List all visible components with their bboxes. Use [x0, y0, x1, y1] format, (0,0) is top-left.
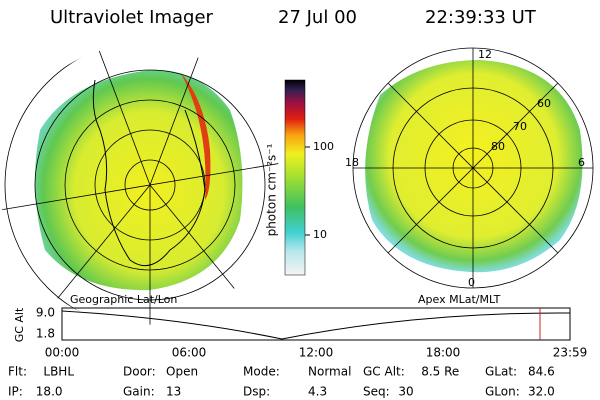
colorbar-tick-label: 100: [313, 140, 334, 153]
info-label: Mode:: [243, 365, 280, 379]
altitude-frame: [61, 307, 571, 341]
mlt-label: 6: [578, 156, 585, 169]
info-value: 18.0: [36, 385, 63, 399]
altitude-curve: [61, 310, 571, 340]
geographic-image: [0, 45, 280, 325]
info-label: Flt:: [8, 365, 27, 379]
info-value: 32.0: [528, 385, 555, 399]
mlt-label: 18: [345, 156, 359, 169]
info-label: GLon:: [485, 385, 520, 399]
colorbar: [284, 79, 306, 276]
y-tick-label: 9.0: [36, 306, 55, 320]
polar-image: [352, 47, 594, 289]
mlt-label: 12: [478, 48, 492, 61]
colorbar-label: photon cm⁻²s⁻¹: [265, 143, 279, 236]
info-value: 4.3: [308, 385, 327, 399]
info-value: Open: [166, 365, 198, 379]
axis-label: GC Alt: [13, 307, 26, 342]
instrument: Ultraviolet Imager: [50, 7, 214, 28]
info-label: Door:: [123, 365, 156, 379]
mlat-label: 60: [537, 97, 551, 110]
x-tick-label: 18:00: [426, 346, 461, 360]
info-panel: Flt: LBHL Door: Open Mode: Normal GC Alt: 8.5 R…: [8, 365, 555, 399]
info-label: Gain:: [123, 385, 155, 399]
info-label: GLat:: [485, 365, 517, 379]
colorbar-tick-label: 10: [313, 228, 327, 241]
info-label: Seq:: [363, 385, 390, 399]
x-tick-label: 12:00: [299, 346, 334, 360]
info-value: Normal: [308, 365, 351, 379]
mlat-label: 80: [491, 140, 505, 153]
mlt-label: 0: [468, 276, 475, 289]
plot-title: Apex MLat/MLT: [418, 293, 501, 306]
info-value: 84.6: [528, 365, 555, 379]
info-label: Dsp:: [243, 385, 270, 399]
y-tick-label: 1.8: [36, 327, 55, 341]
time: 22:39:33 UT: [425, 7, 537, 28]
x-tick-label: 23:59: [553, 346, 588, 360]
info-label: IP:: [8, 385, 23, 399]
x-tick-label: 00:00: [45, 346, 80, 360]
mlat-label: 70: [513, 120, 527, 133]
info-value: 13: [166, 385, 181, 399]
info-value: 30: [398, 385, 413, 399]
x-tick-label: 06:00: [172, 346, 207, 360]
plot-title: Geographic Lat/Lon: [70, 293, 177, 306]
date: 27 Jul 00: [278, 7, 357, 28]
info-value: LBHL: [43, 365, 74, 379]
info-value: 8.5 Re: [421, 365, 459, 379]
info-label: GC Alt:: [363, 365, 405, 379]
